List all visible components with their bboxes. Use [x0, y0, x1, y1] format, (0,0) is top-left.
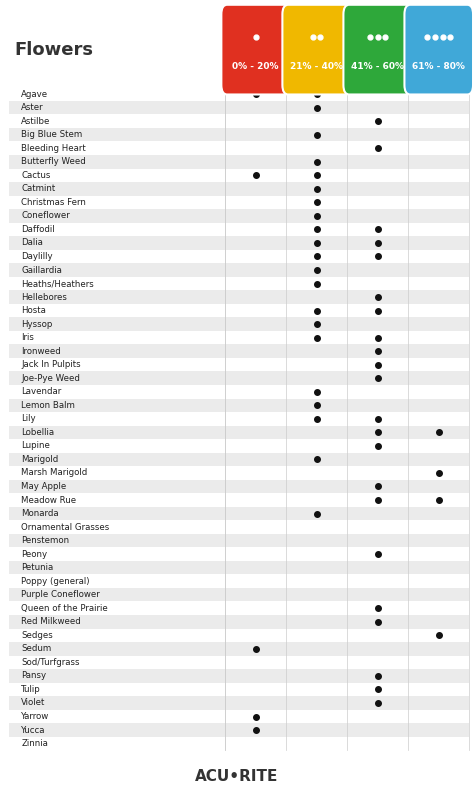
FancyBboxPatch shape — [9, 561, 469, 574]
Text: Lemon Balm: Lemon Balm — [21, 401, 75, 410]
FancyBboxPatch shape — [9, 155, 469, 168]
Text: Butterfly Weed: Butterfly Weed — [21, 157, 86, 166]
FancyBboxPatch shape — [9, 696, 469, 710]
Text: Cactus: Cactus — [21, 171, 51, 179]
Text: Lupine: Lupine — [21, 441, 50, 450]
Text: Bleeding Heart: Bleeding Heart — [21, 144, 86, 152]
Text: Lobellia: Lobellia — [21, 428, 55, 437]
Text: Astilbe: Astilbe — [21, 117, 51, 125]
Text: Catmint: Catmint — [21, 184, 55, 193]
Text: Flowers: Flowers — [14, 40, 93, 59]
FancyBboxPatch shape — [9, 615, 469, 629]
Text: 0% - 20%: 0% - 20% — [232, 62, 279, 71]
Text: Zinnia: Zinnia — [21, 739, 48, 748]
FancyBboxPatch shape — [9, 345, 469, 358]
FancyBboxPatch shape — [9, 264, 469, 277]
Text: Hosta: Hosta — [21, 306, 46, 315]
FancyBboxPatch shape — [221, 5, 290, 94]
Text: Violet: Violet — [21, 699, 46, 707]
Text: Christmas Fern: Christmas Fern — [21, 198, 86, 207]
Text: Tulip: Tulip — [21, 685, 41, 694]
Text: Ironweed: Ironweed — [21, 347, 61, 356]
FancyBboxPatch shape — [9, 453, 469, 466]
FancyBboxPatch shape — [9, 399, 469, 412]
Text: 21% - 40%: 21% - 40% — [290, 62, 343, 71]
Text: Yucca: Yucca — [21, 726, 46, 734]
Text: Monarda: Monarda — [21, 509, 59, 518]
Text: Queen of the Prairie: Queen of the Prairie — [21, 603, 108, 613]
Text: Pansy: Pansy — [21, 672, 46, 680]
Text: Lavendar: Lavendar — [21, 387, 62, 396]
Text: Marsh Marigold: Marsh Marigold — [21, 468, 88, 477]
Text: Dalia: Dalia — [21, 238, 43, 248]
FancyBboxPatch shape — [9, 507, 469, 520]
Text: May Apple: May Apple — [21, 482, 66, 491]
FancyBboxPatch shape — [9, 642, 469, 656]
FancyBboxPatch shape — [9, 372, 469, 385]
Text: Joe-Pye Weed: Joe-Pye Weed — [21, 374, 80, 383]
Text: Sedges: Sedges — [21, 630, 53, 640]
FancyBboxPatch shape — [343, 5, 412, 94]
FancyBboxPatch shape — [9, 480, 469, 493]
Text: Heaths/Heathers: Heaths/Heathers — [21, 279, 94, 288]
FancyBboxPatch shape — [9, 723, 469, 737]
Text: Gaillardia: Gaillardia — [21, 265, 62, 275]
FancyBboxPatch shape — [283, 5, 351, 94]
Text: Poppy (general): Poppy (general) — [21, 576, 90, 586]
Text: Meadow Rue: Meadow Rue — [21, 495, 76, 504]
Text: Daffodil: Daffodil — [21, 225, 55, 234]
Text: Hellebores: Hellebores — [21, 292, 67, 302]
Text: Iris: Iris — [21, 333, 34, 342]
Text: Hyssop: Hyssop — [21, 320, 53, 329]
FancyBboxPatch shape — [9, 318, 469, 331]
FancyBboxPatch shape — [9, 426, 469, 439]
Text: Petunia: Petunia — [21, 563, 54, 572]
Text: Sedum: Sedum — [21, 645, 52, 653]
FancyBboxPatch shape — [9, 128, 469, 141]
FancyBboxPatch shape — [9, 534, 469, 547]
Text: Aster: Aster — [21, 103, 44, 112]
FancyBboxPatch shape — [9, 236, 469, 249]
Text: Peony: Peony — [21, 549, 47, 559]
Text: Marigold: Marigold — [21, 455, 59, 464]
Text: Jack In Pulpits: Jack In Pulpits — [21, 360, 81, 369]
FancyBboxPatch shape — [9, 101, 469, 114]
FancyBboxPatch shape — [9, 291, 469, 304]
Text: 61% - 80%: 61% - 80% — [412, 62, 465, 71]
Text: Agave: Agave — [21, 90, 48, 98]
Text: Big Blue Stem: Big Blue Stem — [21, 130, 82, 139]
Text: Daylilly: Daylilly — [21, 252, 53, 261]
Text: Red Milkweed: Red Milkweed — [21, 617, 81, 626]
FancyBboxPatch shape — [9, 182, 469, 195]
FancyBboxPatch shape — [9, 588, 469, 602]
FancyBboxPatch shape — [9, 669, 469, 683]
Text: Penstemon: Penstemon — [21, 536, 70, 545]
FancyBboxPatch shape — [404, 5, 473, 94]
Text: Sod/Turfgrass: Sod/Turfgrass — [21, 658, 80, 667]
Text: Lily: Lily — [21, 414, 36, 423]
Text: Coneflower: Coneflower — [21, 211, 70, 221]
FancyBboxPatch shape — [9, 209, 469, 222]
Text: 41% - 60%: 41% - 60% — [351, 62, 404, 71]
Text: Purple Coneflower: Purple Coneflower — [21, 590, 100, 599]
Text: Ornamental Grasses: Ornamental Grasses — [21, 522, 109, 531]
Text: Yarrow: Yarrow — [21, 712, 50, 721]
Text: ACU•RITE: ACU•RITE — [195, 769, 279, 784]
